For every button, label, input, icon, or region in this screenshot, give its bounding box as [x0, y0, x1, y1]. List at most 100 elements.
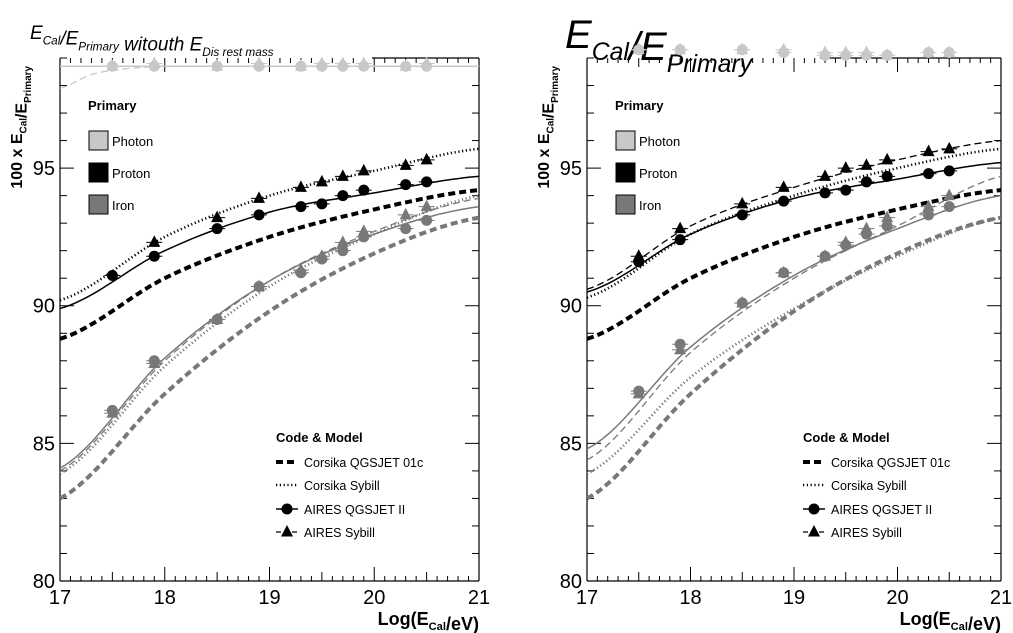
legend-primary-label: Photon	[639, 134, 680, 149]
legend-swatch-iron	[615, 194, 636, 215]
x-tick-label: 19	[783, 587, 805, 609]
proton-triangle-point	[881, 152, 894, 165]
proton-triangle-point	[943, 141, 956, 154]
legend-code-label: Corsika QGSJET 01c	[304, 456, 423, 470]
photon-triangle-point	[148, 56, 161, 69]
iron-triangle-point	[674, 342, 687, 355]
proton-triangle-point	[736, 196, 749, 209]
photon-triangle-point	[106, 59, 119, 71]
iron-triangle-point	[736, 295, 749, 308]
proton-circle-point	[674, 234, 686, 246]
iron-triangle-point	[315, 249, 328, 261]
proton-circle-point	[337, 190, 349, 202]
x-tick-label: 20	[363, 587, 385, 609]
proton-triangle-point	[336, 169, 349, 181]
legend-sample-circle	[808, 503, 820, 515]
iron-triangle-point	[860, 221, 873, 234]
x-tick-label: 18	[154, 587, 176, 609]
proton-circle-point	[400, 179, 412, 191]
legend-sample-triangle	[281, 525, 293, 537]
y-tick-label: 95	[560, 158, 582, 180]
legend-swatch-photon	[615, 130, 636, 151]
chart-title: ECal/EPrimary witouth EDis rest mass	[30, 23, 274, 59]
iron-triangle-point	[211, 312, 224, 324]
legend-primary-label: Iron	[112, 198, 134, 213]
iron-triangle-point	[839, 235, 852, 247]
proton-circle-point	[211, 223, 223, 235]
iron-circle-point	[400, 223, 412, 235]
photon-triangle-point	[819, 45, 832, 57]
proton-circle-point	[316, 198, 328, 210]
proton-triangle-point	[148, 235, 161, 247]
x-tick-label: 21	[990, 587, 1012, 609]
y-tick-label: 80	[560, 571, 582, 593]
legend-swatch-photon	[88, 130, 109, 151]
proton-dotted-curve	[587, 147, 1001, 299]
photon-triangle-point	[839, 45, 852, 57]
legend-primary-title: Primary	[615, 98, 664, 113]
legend-sample-circle	[281, 503, 293, 515]
proton-circle-point	[295, 201, 307, 213]
iron-triangle-point	[922, 199, 935, 212]
iron-triangle-point	[632, 386, 645, 399]
iron-triangle-point	[943, 188, 956, 201]
legend-code-label: Corsika Sybill	[304, 479, 380, 493]
x-tick-label: 21	[468, 587, 490, 609]
photon-dashed-curve	[60, 65, 479, 89]
data-markers	[104, 56, 435, 418]
y-axis-label: 100 x ECal/EPrimary	[536, 66, 561, 189]
proton-triangle-point	[777, 180, 790, 192]
proton-circle-point	[778, 195, 790, 207]
proton-circle-point	[358, 184, 370, 196]
y-tick-label: 85	[560, 433, 582, 455]
proton-triangle-point	[399, 158, 412, 170]
legend-code-label: Corsika QGSJET 01c	[831, 456, 950, 470]
legend-code-title: Code & Model	[803, 430, 890, 445]
legend-primary-label: Photon	[112, 134, 153, 149]
proton-triangle-point	[922, 144, 935, 157]
legend-code-label: Corsika Sybill	[831, 479, 907, 493]
chart-panel-2: ECal/EPrimary 17 18 19 20 21 80 85 90 95 Log(ECal/…	[536, 13, 1012, 633]
legend-code-label: AIRES Sybill	[304, 526, 375, 540]
photon-triangle-point	[399, 59, 412, 71]
photon-triangle-point	[881, 48, 894, 60]
fit-curves	[587, 139, 1001, 501]
iron-triangle-point	[819, 249, 832, 261]
y-tick-label: 90	[560, 296, 582, 318]
y-tick-label: 90	[33, 296, 55, 318]
iron-triangle-point	[777, 265, 790, 278]
data-markers	[630, 42, 958, 399]
proton-circle-point	[819, 187, 831, 199]
proton-triangle-point	[253, 191, 266, 203]
proton-circle-point	[148, 250, 160, 262]
legend-sample-triangle	[808, 525, 820, 537]
iron-dotted-curve	[587, 216, 1001, 475]
iron-triangle-point	[420, 199, 433, 212]
iron-triangle-point	[336, 235, 349, 247]
proton-thickdash-curve	[587, 188, 1001, 341]
proton-circle-point	[943, 165, 955, 177]
proton-triangle-point	[294, 180, 307, 192]
y-tick-label: 80	[33, 571, 55, 593]
proton-circle-point	[881, 170, 893, 182]
iron-circle-point	[943, 201, 955, 213]
legend-code-label: AIRES Sybill	[831, 526, 902, 540]
iron-circle-point	[421, 214, 433, 226]
x-tick-label: 19	[258, 587, 280, 609]
proton-solid-curve	[587, 161, 1001, 293]
iron-triangle-point	[881, 210, 894, 223]
y-tick-label: 95	[33, 158, 55, 180]
photon-triangle-point	[357, 56, 370, 69]
photon-triangle-point	[336, 56, 349, 69]
legend-code: Code & Model Corsika QGSJET 01c Corsika Sy…	[276, 430, 423, 540]
photon-triangle-point	[943, 45, 956, 57]
legend-code-label: AIRES QGSJET II	[304, 503, 405, 517]
photon-triangle-point	[632, 42, 645, 55]
iron-circle-point	[923, 209, 935, 221]
proton-dashed-curve	[587, 139, 1001, 290]
x-axis-label: Log(ECal/eV)	[378, 609, 479, 633]
proton-circle-point	[421, 176, 433, 188]
photon-triangle-point	[420, 56, 433, 69]
legend-primary-label: Proton	[112, 166, 150, 181]
